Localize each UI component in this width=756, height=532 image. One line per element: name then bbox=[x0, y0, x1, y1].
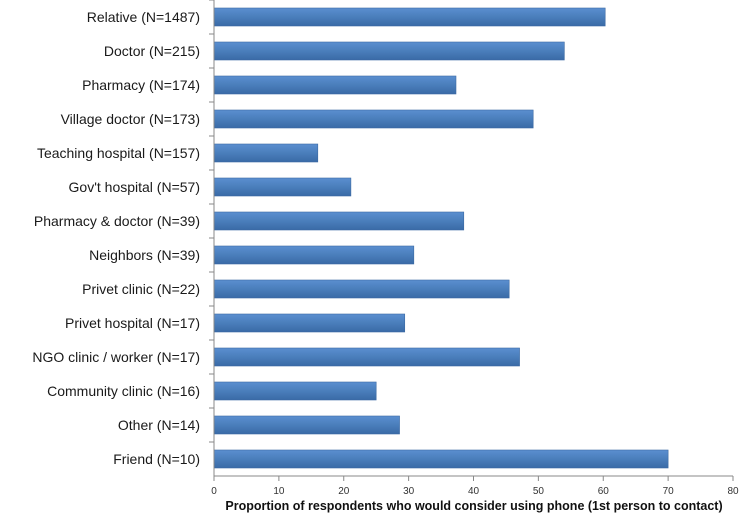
category-label: Teaching hospital (N=157) bbox=[37, 145, 200, 161]
x-tick-label: 70 bbox=[663, 486, 675, 497]
x-tick-label: 50 bbox=[533, 486, 545, 497]
category-label: Community clinic (N=16) bbox=[47, 383, 200, 399]
x-tick-label: 20 bbox=[338, 486, 350, 497]
category-label: Relative (N=1487) bbox=[87, 9, 200, 25]
bar bbox=[213, 381, 377, 401]
x-tick-label: 0 bbox=[211, 486, 217, 497]
bar bbox=[213, 41, 565, 61]
bar bbox=[213, 313, 406, 333]
bar bbox=[213, 109, 534, 129]
category-label: Friend (N=10) bbox=[113, 451, 200, 467]
category-label: Neighbors (N=39) bbox=[89, 247, 200, 263]
category-label: Gov't hospital (N=57) bbox=[69, 179, 200, 195]
bar bbox=[213, 415, 400, 435]
bar bbox=[213, 75, 457, 95]
bar bbox=[213, 449, 669, 469]
category-labels: Relative (N=1487) Doctor (N=215) Pharmacy … bbox=[32, 9, 200, 467]
bar bbox=[213, 177, 352, 197]
bar bbox=[213, 143, 319, 163]
bar bbox=[213, 7, 606, 27]
axes-group bbox=[209, 0, 734, 481]
x-tick-label: 60 bbox=[598, 486, 610, 497]
bar bbox=[213, 347, 520, 367]
bar bbox=[213, 279, 510, 299]
category-label: Privet clinic (N=22) bbox=[82, 281, 200, 297]
category-label: Pharmacy & doctor (N=39) bbox=[34, 213, 200, 229]
x-tick-label: 10 bbox=[273, 486, 285, 497]
x-tick-label: 40 bbox=[468, 486, 480, 497]
bar bbox=[213, 211, 465, 231]
x-tick-labels: 0 10 20 30 40 50 60 70 80 bbox=[211, 486, 739, 497]
category-label: Pharmacy (N=174) bbox=[82, 77, 200, 93]
category-label: Other (N=14) bbox=[118, 417, 200, 433]
category-label: Doctor (N=215) bbox=[104, 43, 200, 59]
bar bbox=[213, 245, 415, 265]
category-label: Privet hospital (N=17) bbox=[65, 315, 200, 331]
bars-group bbox=[213, 7, 669, 469]
x-tick-label: 30 bbox=[403, 486, 415, 497]
category-label: Village doctor (N=173) bbox=[61, 111, 200, 127]
category-label: NGO clinic / worker (N=17) bbox=[32, 349, 200, 365]
x-axis-title: Proportion of respondents who would cons… bbox=[225, 499, 722, 513]
x-tick-label: 80 bbox=[727, 486, 739, 497]
